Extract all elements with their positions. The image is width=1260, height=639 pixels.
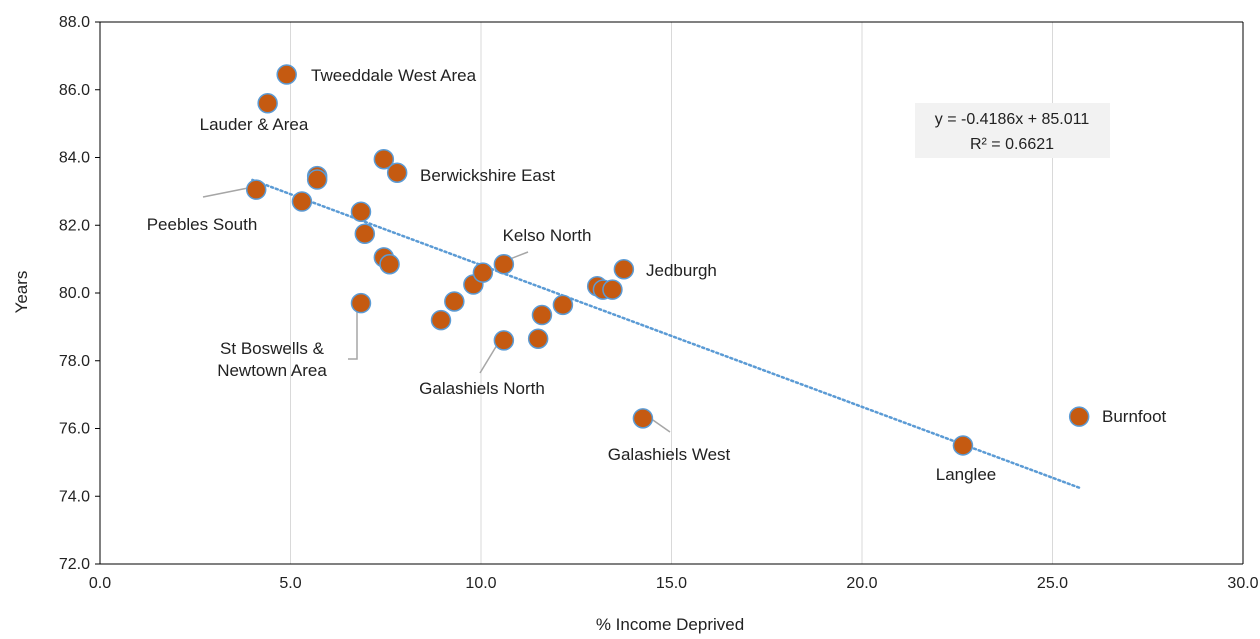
y-tick-label: 80.0 bbox=[59, 285, 90, 302]
point-label: Jedburgh bbox=[646, 261, 717, 280]
trendline-equation: y = -0.4186x + 85.011 bbox=[935, 111, 1090, 128]
data-point bbox=[291, 191, 313, 212]
x-tick-label: 0.0 bbox=[89, 575, 111, 592]
y-tick-label: 72.0 bbox=[59, 556, 90, 573]
point-label: Langlee bbox=[936, 465, 997, 484]
point-label-line: Newtown Area bbox=[217, 361, 327, 380]
x-tick-label: 25.0 bbox=[1037, 575, 1068, 592]
data-point bbox=[493, 330, 515, 351]
data-point bbox=[350, 201, 372, 222]
point-labels: Tweeddale West Area Lauder & Area Berwicks… bbox=[147, 66, 1167, 484]
y-tick-label: 76.0 bbox=[59, 421, 90, 438]
data-point bbox=[531, 304, 553, 326]
x-tick-label: 30.0 bbox=[1227, 575, 1258, 592]
data-point bbox=[602, 279, 623, 300]
y-tick-label: 82.0 bbox=[59, 217, 90, 234]
axes: 0.0 5.0 10.0 15.0 20.0 25.0 30.0 72.0 74.0 76.0 78… bbox=[59, 14, 1259, 592]
data-point bbox=[354, 223, 376, 244]
point-label: Tweeddale West Area bbox=[311, 66, 477, 85]
y-tick-label: 84.0 bbox=[59, 150, 90, 167]
y-tick-label: 74.0 bbox=[59, 488, 90, 505]
point-label-line: Galashiels North bbox=[419, 379, 545, 398]
equation-background bbox=[915, 103, 1110, 158]
point-label-line: Berwickshire East bbox=[420, 166, 555, 185]
point-label-line: Langlee bbox=[936, 465, 997, 484]
x-tick-label: 20.0 bbox=[846, 575, 877, 592]
point-label: Galashiels North bbox=[419, 379, 545, 398]
leader-line bbox=[348, 310, 358, 360]
point-label: Burnfoot bbox=[1102, 407, 1167, 426]
leader-line bbox=[202, 186, 254, 198]
x-tick-label: 5.0 bbox=[279, 575, 301, 592]
data-point bbox=[444, 291, 465, 312]
data-point bbox=[472, 262, 494, 283]
point-label: Galashiels West bbox=[608, 445, 731, 464]
data-point bbox=[276, 64, 297, 85]
leader-line bbox=[649, 417, 671, 433]
y-axis-title: Years bbox=[12, 271, 31, 314]
point-label: Lauder & Area bbox=[200, 115, 309, 134]
point-label: Peebles South bbox=[147, 215, 258, 234]
x-tick-label: 15.0 bbox=[656, 575, 687, 592]
point-label: Berwickshire East bbox=[420, 166, 555, 185]
point-label: Kelso North bbox=[503, 226, 592, 245]
point-label-line: Jedburgh bbox=[646, 261, 717, 280]
data-point bbox=[257, 93, 278, 114]
trendline-equation-box: y = -0.4186x + 85.011 R² = 0.6621 bbox=[915, 103, 1110, 158]
data-point bbox=[386, 162, 408, 183]
data-point bbox=[527, 328, 549, 349]
point-label-line: Tweeddale West Area bbox=[311, 66, 477, 85]
point-label-line: Kelso North bbox=[503, 226, 592, 245]
data-points bbox=[245, 64, 1090, 456]
data-point bbox=[350, 292, 372, 314]
trendline-group bbox=[251, 178, 1081, 489]
x-tick-label: 10.0 bbox=[465, 575, 496, 592]
data-point bbox=[373, 148, 395, 170]
x-axis-title: % Income Deprived bbox=[596, 615, 744, 634]
data-point bbox=[493, 253, 515, 275]
point-label: St Boswells & Newtown Area bbox=[217, 339, 327, 380]
data-point bbox=[245, 179, 267, 200]
leader-line bbox=[479, 344, 498, 374]
point-label-line: Lauder & Area bbox=[200, 115, 309, 134]
point-label-line: Galashiels West bbox=[608, 445, 731, 464]
data-point bbox=[632, 408, 654, 429]
y-tick-label: 88.0 bbox=[59, 14, 90, 31]
data-point bbox=[379, 253, 400, 275]
data-point bbox=[552, 294, 574, 316]
r-squared: R² = 0.6621 bbox=[970, 136, 1054, 153]
data-point bbox=[430, 309, 452, 331]
data-point bbox=[613, 259, 635, 280]
data-point bbox=[306, 169, 328, 190]
trendline bbox=[251, 178, 1081, 489]
point-label-line: St Boswells & bbox=[220, 339, 325, 358]
data-point bbox=[1068, 406, 1090, 427]
point-label-line: Burnfoot bbox=[1102, 407, 1167, 426]
point-label-line: Peebles South bbox=[147, 215, 258, 234]
y-tick-label: 78.0 bbox=[59, 353, 90, 370]
y-tick-label: 86.0 bbox=[59, 82, 90, 99]
data-point bbox=[952, 435, 974, 456]
